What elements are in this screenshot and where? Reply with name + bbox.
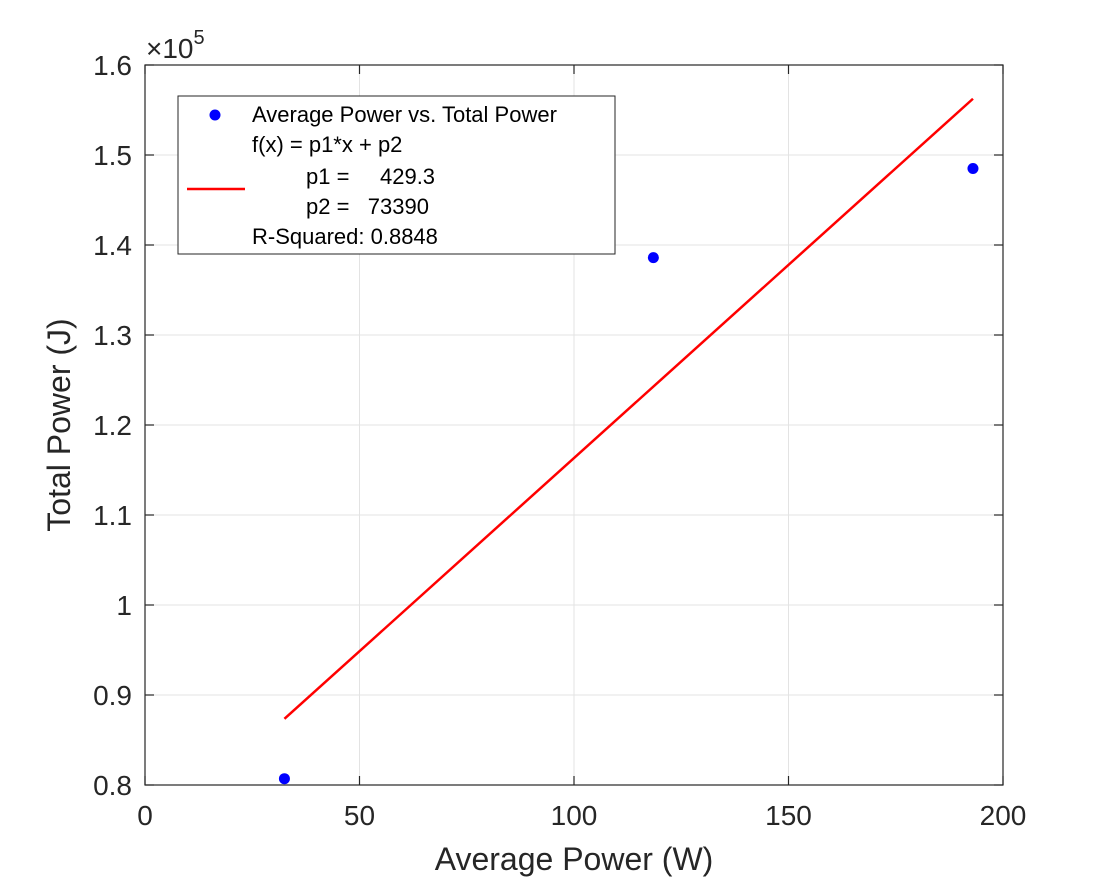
axis-ticks xyxy=(144,64,1004,786)
data-point xyxy=(967,163,979,174)
x-tick-label: 50 xyxy=(344,800,375,831)
y-tick-label: 1 xyxy=(116,590,132,621)
legend-fit-r-squared: R-Squared: 0.8848 xyxy=(252,224,438,249)
x-tick-label: 100 xyxy=(551,800,598,831)
x-tick-label: 0 xyxy=(137,800,153,831)
y-tick-label: 0.9 xyxy=(93,680,132,711)
data-point xyxy=(278,773,290,785)
x-tick-label: 150 xyxy=(765,800,812,831)
legend-fit-p1: p1 = 429.3 xyxy=(306,164,435,189)
y-tick-labels: 0.8 0.9 1 1.1 1.2 1.3 1.4 1.5 1.6 xyxy=(93,50,132,801)
y-tick-label: 1.1 xyxy=(93,500,132,531)
legend-fit-p2: p2 = 73390 xyxy=(306,194,429,219)
data-points-series xyxy=(278,163,979,785)
y-tick-label: 1.3 xyxy=(93,320,132,351)
fit-line xyxy=(283,97,974,720)
fit-line-series xyxy=(283,97,974,720)
y-tick-label: 0.8 xyxy=(93,770,132,801)
legend-series-label: Average Power vs. Total Power xyxy=(252,102,557,127)
legend: Average Power vs. Total Power f(x) = p1*… xyxy=(177,95,616,255)
legend-box xyxy=(177,95,616,255)
y-tick-label: 1.2 xyxy=(93,410,132,441)
x-tick-labels: 0 50 100 150 200 xyxy=(137,800,1026,831)
y-exponent-label: ×105 xyxy=(146,27,205,64)
y-axis-label: Total Power (J) xyxy=(41,318,77,531)
legend-fit-equation: f(x) = p1*x + p2 xyxy=(252,132,402,157)
x-tick-label: 200 xyxy=(980,800,1027,831)
y-tick-label: 1.4 xyxy=(93,230,132,261)
legend-marker-points xyxy=(209,109,221,121)
y-tick-label: 1.6 xyxy=(93,50,132,81)
x-axis-label: Average Power (W) xyxy=(435,841,714,877)
y-tick-label: 1.5 xyxy=(93,140,132,171)
data-point xyxy=(647,252,659,264)
